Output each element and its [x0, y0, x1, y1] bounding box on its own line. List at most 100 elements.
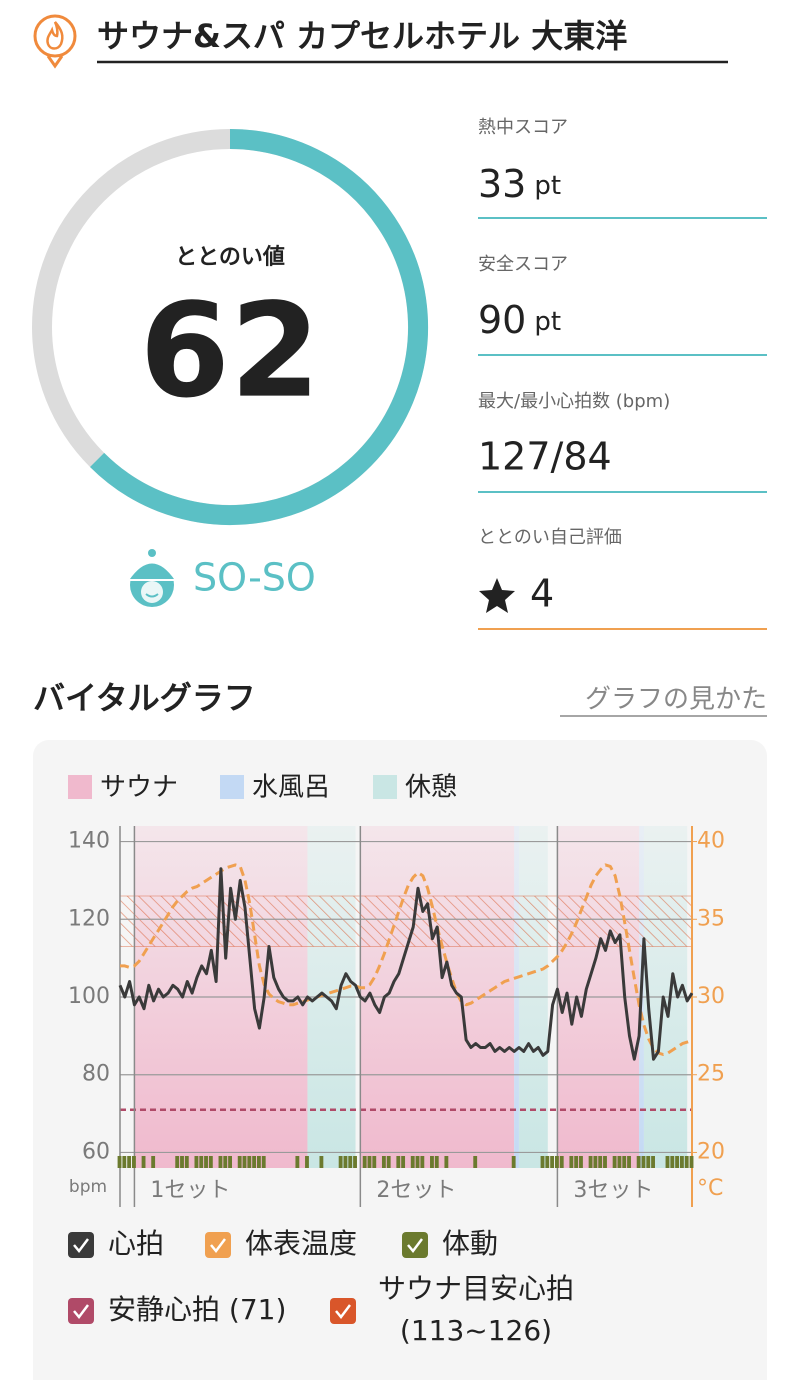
movement-bar: [636, 1156, 641, 1168]
zone-legend-label: 水風呂: [252, 773, 330, 803]
movement-bar: [415, 1156, 420, 1168]
movement-bar: [256, 1156, 261, 1168]
target-band: [120, 895, 692, 947]
movement-bar: [434, 1156, 439, 1168]
movement-bar: [372, 1156, 377, 1168]
movement-bar: [252, 1156, 257, 1168]
movement-bar: [132, 1156, 136, 1168]
movement-bar: [319, 1156, 324, 1168]
score-value: 33 pt: [478, 162, 561, 206]
guide-link[interactable]: グラフの見かた: [585, 685, 767, 715]
movement-bar: [396, 1156, 401, 1168]
movement-bar: [204, 1156, 208, 1168]
movement-bar: [689, 1156, 694, 1168]
movement-bar: [627, 1156, 631, 1168]
y2-tick-label: 40: [697, 829, 725, 854]
score-label: 最大/最小心拍数 (bpm): [478, 391, 670, 412]
movement-bar: [151, 1156, 156, 1168]
header-icon: [33, 14, 77, 69]
zone-legend-swatch: [220, 775, 244, 799]
movement-bar: [444, 1156, 449, 1168]
gauge-value: 62: [140, 275, 321, 427]
y2-tick-label: 20: [697, 1139, 725, 1164]
legend-check: [330, 1298, 356, 1324]
y2-tick-label: 25: [697, 1062, 725, 1087]
y-axis-label: bpm: [69, 1177, 107, 1197]
movement-bar: [401, 1156, 406, 1168]
movement-bar: [228, 1156, 232, 1168]
movement-bar: [223, 1156, 228, 1168]
movement-bar: [410, 1156, 415, 1168]
movement-bar: [430, 1156, 434, 1168]
zone-legend-label: サウナ: [100, 773, 178, 803]
movement-bar: [612, 1156, 617, 1168]
movement-bar: [670, 1156, 675, 1168]
legend-label: 体表温度: [245, 1227, 357, 1260]
score-number: 90: [478, 298, 526, 342]
movement-bar: [343, 1156, 348, 1168]
movement-bar: [420, 1156, 425, 1168]
legend-label: 心拍: [108, 1227, 164, 1260]
star-icon: [479, 578, 515, 613]
movement-bar: [545, 1156, 550, 1168]
series-line: [118, 867, 694, 1061]
score-value: 4: [530, 572, 554, 616]
legend-label: (113~126): [400, 1314, 552, 1347]
movement-bar: [242, 1156, 247, 1168]
movement-bar: [338, 1156, 343, 1168]
movement-bar: [511, 1156, 516, 1168]
movement-bar: [261, 1156, 266, 1168]
check-mark: [73, 1304, 89, 1320]
y2-axis-label: °C: [697, 1176, 723, 1201]
movement-bar: [199, 1156, 204, 1168]
legend-check: [402, 1232, 428, 1258]
movement-bar: [684, 1156, 689, 1168]
score-value: 127/84: [478, 435, 612, 479]
movement-bar: [362, 1156, 367, 1168]
movement-bar: [622, 1156, 627, 1168]
movement-bar: [348, 1156, 353, 1168]
movement-bar: [353, 1156, 357, 1168]
check-mark: [335, 1304, 351, 1320]
status-icon: [126, 549, 178, 607]
zone-legend-swatch: [373, 775, 397, 799]
movement-bar: [603, 1156, 607, 1168]
movement-bar: [247, 1156, 252, 1168]
set-label: 2セット: [376, 1178, 456, 1203]
score-label: 熱中スコア: [478, 117, 568, 138]
movement-bar: [646, 1156, 651, 1168]
movement-bar: [540, 1156, 545, 1168]
movement-bar: [555, 1156, 559, 1168]
movement-bar: [117, 1156, 122, 1168]
movement-bar: [194, 1156, 199, 1168]
zone-legend-label: 休憩: [405, 773, 457, 803]
movement-bar: [473, 1156, 478, 1168]
movement-bar: [381, 1156, 386, 1168]
y-tick-label: 60: [82, 1139, 110, 1164]
score-unit: pt: [534, 171, 561, 201]
movement-bar: [550, 1156, 555, 1168]
header-title: サウナ&スパ カプセルホテル 大東洋: [97, 17, 627, 55]
movement-bar: [218, 1156, 223, 1168]
movement-bar: [617, 1156, 622, 1168]
legend-label: サウナ目安心拍: [378, 1272, 574, 1305]
score-unit: pt: [534, 307, 561, 337]
y-tick-label: 100: [68, 984, 110, 1009]
section-title: バイタルグラフ: [33, 679, 256, 717]
movement-bar: [180, 1156, 184, 1168]
movement-bar: [641, 1156, 646, 1168]
movement-bar: [386, 1156, 391, 1168]
legend-check: [205, 1232, 231, 1258]
score-label: 安全スコア: [478, 254, 568, 275]
movement-bar: [141, 1156, 146, 1168]
movement-bar: [305, 1156, 309, 1168]
legend-label: 安静心拍 (71): [108, 1293, 286, 1326]
movement-bar: [367, 1156, 372, 1168]
movement-bar: [651, 1156, 655, 1168]
movement-bar: [679, 1156, 684, 1168]
movement-bar: [593, 1156, 598, 1168]
score-value: 90 pt: [478, 298, 561, 342]
y-tick-label: 120: [68, 906, 110, 931]
y-tick-label: 80: [82, 1062, 110, 1087]
